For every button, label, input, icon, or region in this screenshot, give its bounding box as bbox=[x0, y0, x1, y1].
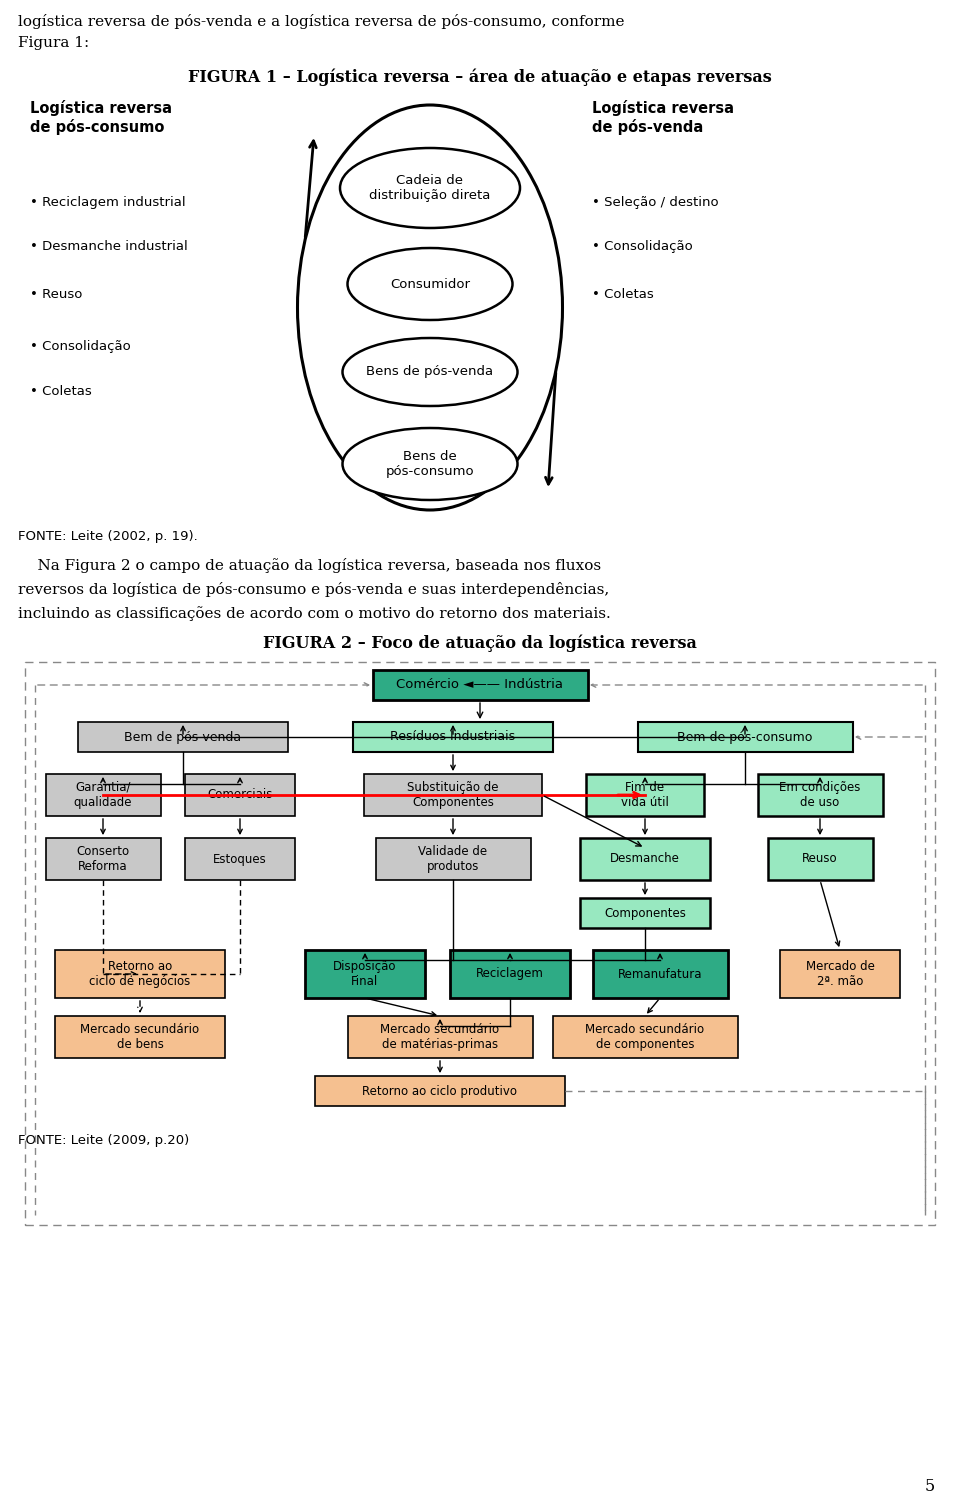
Text: Mercado secundário
de componentes: Mercado secundário de componentes bbox=[586, 1024, 705, 1050]
FancyBboxPatch shape bbox=[580, 898, 710, 928]
Text: • Seleção / destino: • Seleção / destino bbox=[592, 195, 719, 209]
Text: Bem de pós-consumo: Bem de pós-consumo bbox=[678, 731, 813, 743]
FancyBboxPatch shape bbox=[78, 722, 288, 752]
Text: FIGURA 1 – Logística reversa – área de atuação e etapas reversas: FIGURA 1 – Logística reversa – área de a… bbox=[188, 69, 772, 85]
FancyBboxPatch shape bbox=[375, 839, 531, 880]
Text: Estoques: Estoques bbox=[213, 852, 267, 865]
FancyBboxPatch shape bbox=[592, 950, 728, 998]
Text: Garantia/
qualidade: Garantia/ qualidade bbox=[74, 780, 132, 809]
FancyBboxPatch shape bbox=[586, 774, 704, 816]
FancyBboxPatch shape bbox=[348, 1016, 533, 1058]
FancyBboxPatch shape bbox=[450, 950, 570, 998]
Text: Bem de pós-venda: Bem de pós-venda bbox=[125, 731, 242, 743]
FancyBboxPatch shape bbox=[25, 662, 935, 1225]
Text: Mercado secundário
de matérias-primas: Mercado secundário de matérias-primas bbox=[380, 1024, 499, 1050]
FancyBboxPatch shape bbox=[45, 839, 160, 880]
Text: Validade de
produtos: Validade de produtos bbox=[419, 844, 488, 873]
FancyBboxPatch shape bbox=[55, 950, 225, 998]
Text: • Reciclagem industrial: • Reciclagem industrial bbox=[30, 195, 185, 209]
FancyBboxPatch shape bbox=[372, 670, 588, 700]
Text: Bens de
pós-consumo: Bens de pós-consumo bbox=[386, 451, 474, 477]
FancyBboxPatch shape bbox=[305, 950, 425, 998]
Text: Reuso: Reuso bbox=[803, 852, 838, 865]
Text: • Consolidação: • Consolidação bbox=[30, 340, 131, 354]
FancyBboxPatch shape bbox=[55, 1016, 225, 1058]
FancyBboxPatch shape bbox=[780, 950, 900, 998]
Text: FONTE: Leite (2009, p.20): FONTE: Leite (2009, p.20) bbox=[18, 1134, 189, 1147]
Text: Mercado de
2ª. mão: Mercado de 2ª. mão bbox=[805, 959, 875, 988]
Text: Em condições
de uso: Em condições de uso bbox=[780, 780, 861, 809]
Text: • Coletas: • Coletas bbox=[592, 288, 654, 301]
FancyBboxPatch shape bbox=[185, 774, 295, 816]
Ellipse shape bbox=[348, 248, 513, 319]
FancyBboxPatch shape bbox=[353, 722, 553, 752]
FancyBboxPatch shape bbox=[364, 774, 542, 816]
FancyBboxPatch shape bbox=[553, 1016, 737, 1058]
Text: Retorno ao ciclo produtivo: Retorno ao ciclo produtivo bbox=[363, 1085, 517, 1098]
Text: Logística reversa
de pós-consumo: Logística reversa de pós-consumo bbox=[30, 100, 172, 134]
Text: Figura 1:: Figura 1: bbox=[18, 36, 89, 51]
Text: Mercado secundário
de bens: Mercado secundário de bens bbox=[81, 1024, 200, 1050]
Ellipse shape bbox=[343, 428, 517, 500]
Text: FONTE: Leite (2002, p. 19).: FONTE: Leite (2002, p. 19). bbox=[18, 530, 198, 543]
Ellipse shape bbox=[343, 339, 517, 406]
FancyBboxPatch shape bbox=[185, 839, 295, 880]
FancyBboxPatch shape bbox=[637, 722, 852, 752]
Text: Fim de
vida útil: Fim de vida útil bbox=[621, 780, 669, 809]
Text: • Consolidação: • Consolidação bbox=[592, 240, 693, 254]
Text: Retorno ao
ciclo de negócios: Retorno ao ciclo de negócios bbox=[89, 959, 191, 988]
Text: • Coletas: • Coletas bbox=[30, 385, 92, 398]
Text: Conserto
Reforma: Conserto Reforma bbox=[77, 844, 130, 873]
Text: • Reuso: • Reuso bbox=[30, 288, 83, 301]
FancyBboxPatch shape bbox=[767, 839, 873, 880]
FancyBboxPatch shape bbox=[580, 839, 710, 880]
Text: Resíduos Industriais: Resíduos Industriais bbox=[391, 731, 516, 743]
Text: Cadeia de
distribuição direta: Cadeia de distribuição direta bbox=[370, 175, 491, 201]
Text: reversos da logística de pós-consumo e pós-venda e suas interdependências,: reversos da logística de pós-consumo e p… bbox=[18, 582, 610, 597]
Text: • Desmanche industrial: • Desmanche industrial bbox=[30, 240, 188, 254]
FancyBboxPatch shape bbox=[45, 774, 160, 816]
Text: logística reversa de pós-venda e a logística reversa de pós-consumo, conforme: logística reversa de pós-venda e a logís… bbox=[18, 13, 625, 28]
Ellipse shape bbox=[340, 148, 520, 228]
Text: Bens de pós-venda: Bens de pós-venda bbox=[367, 366, 493, 379]
Text: Remanufatura: Remanufatura bbox=[617, 967, 703, 980]
Text: incluindo as classificações de acordo com o motivo do retorno dos materiais.: incluindo as classificações de acordo co… bbox=[18, 606, 611, 621]
Text: Na Figura 2 o campo de atuação da logística reversa, baseada nos fluxos: Na Figura 2 o campo de atuação da logíst… bbox=[18, 558, 601, 573]
Text: Comerciais: Comerciais bbox=[207, 788, 273, 801]
Text: 5: 5 bbox=[924, 1479, 935, 1492]
Text: FIGURA 2 – Foco de atuação da logística reversa: FIGURA 2 – Foco de atuação da logística … bbox=[263, 634, 697, 652]
Text: Consumidor: Consumidor bbox=[390, 278, 470, 291]
Text: Logística reversa
de pós-venda: Logística reversa de pós-venda bbox=[592, 100, 734, 134]
Text: Desmanche: Desmanche bbox=[610, 852, 680, 865]
FancyBboxPatch shape bbox=[757, 774, 882, 816]
Text: Componentes: Componentes bbox=[604, 907, 686, 919]
FancyBboxPatch shape bbox=[315, 1076, 565, 1106]
Text: Substituição de
Componentes: Substituição de Componentes bbox=[407, 780, 499, 809]
Text: Disposição
Final: Disposição Final bbox=[333, 959, 396, 988]
Text: Comércio ◄—— Indústria: Comércio ◄—— Indústria bbox=[396, 679, 564, 691]
Text: Reciclagem: Reciclagem bbox=[476, 967, 544, 980]
